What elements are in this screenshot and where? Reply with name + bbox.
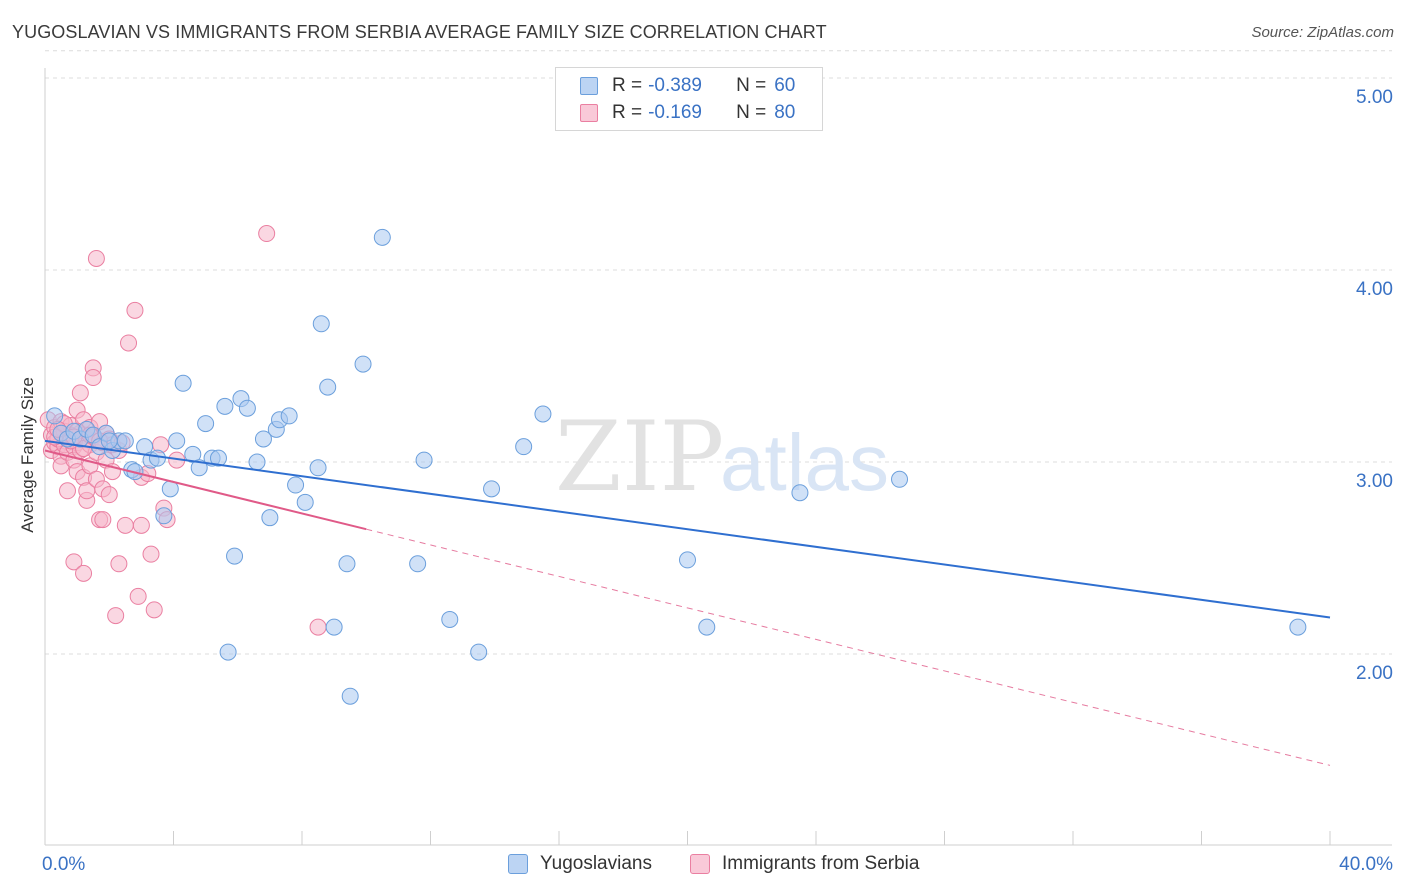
y-tick-label: 3.00 (1356, 471, 1393, 492)
series-yugoslavians-points (46, 228, 1307, 705)
data-point (75, 564, 93, 582)
data-point (155, 507, 173, 525)
data-point (534, 405, 552, 423)
data-point (341, 687, 359, 705)
data-point (312, 315, 330, 333)
bottom-legend-serbia: Immigrants from Serbia (690, 852, 919, 876)
trend-line-yugoslavians (44, 439, 1331, 619)
data-point (209, 449, 227, 467)
legend-n-label: N = (736, 75, 767, 96)
legend-r-value: -0.389 (648, 75, 702, 96)
trend-line-serbia-extension (366, 528, 1331, 766)
data-point (254, 430, 272, 448)
axis-layer (44, 68, 1392, 846)
data-point (373, 228, 391, 246)
data-point (46, 407, 64, 425)
data-point (168, 432, 186, 450)
data-point (261, 509, 279, 527)
chart-title: YUGOSLAVIAN VS IMMIGRANTS FROM SERBIA AV… (12, 22, 827, 42)
data-point (891, 470, 909, 488)
data-point (116, 516, 134, 534)
data-point (120, 334, 138, 352)
data-point (84, 369, 102, 387)
watermark-zip: ZIP (555, 401, 724, 513)
legend-r-value: -0.169 (648, 102, 702, 123)
data-point (100, 486, 118, 504)
data-point (238, 399, 256, 417)
data-point (107, 607, 125, 625)
data-point (126, 301, 144, 319)
data-point (197, 415, 215, 433)
data-point (219, 643, 237, 661)
y-axis-label: Average Family Size (18, 377, 37, 533)
data-point (515, 438, 533, 456)
data-point (698, 618, 716, 636)
data-point (132, 516, 150, 534)
data-point (309, 618, 327, 636)
source-label: Source: ZipAtlas.com (1251, 24, 1394, 41)
bottom-legend-label: Yugoslavians (540, 853, 652, 874)
x-tick-label: 40.0% (1339, 854, 1393, 875)
data-point (71, 384, 89, 402)
pink-swatch-icon (580, 104, 598, 122)
bottom-legend-label: Immigrants from Serbia (722, 853, 920, 874)
data-point (94, 511, 112, 529)
x-tick-label: 0.0% (42, 854, 85, 875)
data-point (87, 249, 105, 267)
legend-row-serbia: R = -0.169 N = 80 (580, 101, 795, 125)
data-point (441, 610, 459, 628)
data-point (338, 555, 356, 573)
data-point (287, 476, 305, 494)
data-point (325, 618, 343, 636)
trend-line-serbia (44, 449, 367, 531)
y-tick-label: 2.00 (1356, 663, 1393, 684)
y-tick-label: 5.00 (1356, 87, 1393, 108)
data-point (116, 432, 134, 450)
legend-n-label: N = (736, 102, 767, 123)
data-point (280, 407, 298, 425)
data-point (354, 355, 372, 373)
blue-swatch-icon (508, 854, 528, 874)
tick-labels: 2.00 3.00 4.00 5.00 0.0% 40.0% (42, 87, 1393, 875)
correlation-legend: R = -0.389 N = 60 R = -0.169 N = 80 (555, 67, 823, 131)
data-point (148, 449, 166, 467)
watermark: ZIP atlas (555, 401, 889, 513)
pink-swatch-icon (690, 854, 710, 874)
data-point (100, 432, 118, 450)
data-point (258, 225, 276, 243)
data-point (679, 551, 696, 569)
data-point (142, 545, 160, 563)
bottom-legend-yugoslavians: Yugoslavians (508, 852, 652, 876)
legend-r-label: R = (612, 102, 643, 123)
legend-row-yugoslavians: R = -0.389 N = 60 (580, 74, 795, 98)
data-point (470, 643, 488, 661)
y-tick-label: 4.00 (1356, 279, 1393, 300)
data-point (226, 547, 244, 565)
trend-layer (44, 439, 1331, 766)
data-point (174, 374, 192, 392)
data-point (415, 451, 433, 469)
data-point (483, 480, 501, 498)
data-point (216, 397, 234, 415)
legend-n-value: 80 (774, 102, 796, 123)
data-point (145, 601, 163, 619)
grid-layer (45, 50, 1392, 655)
data-point (309, 459, 327, 477)
blue-swatch-icon (580, 77, 598, 95)
legend-n-value: 60 (774, 75, 796, 96)
data-point (58, 482, 76, 500)
data-point (110, 555, 128, 573)
data-point (129, 587, 147, 605)
data-point (319, 378, 337, 396)
data-point (248, 453, 266, 471)
data-point (1289, 618, 1307, 636)
data-point (791, 484, 809, 502)
data-point (409, 555, 427, 573)
legend-r-label: R = (612, 75, 643, 96)
data-point (296, 493, 314, 511)
data-point (65, 553, 83, 571)
data-point (190, 459, 208, 477)
